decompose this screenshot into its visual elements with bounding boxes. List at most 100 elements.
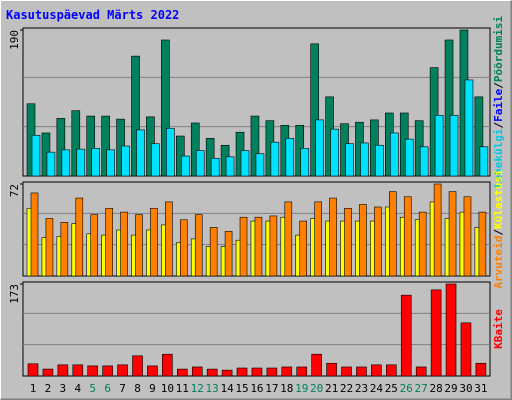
bar [30,192,39,277]
x-tick-label: 21 [325,382,338,395]
right-label: KBaite [492,309,505,349]
bar [475,362,487,377]
bar [224,230,233,277]
bar [45,218,54,277]
bar [389,191,397,277]
x-tick-label: 1 [30,382,37,395]
bar [221,369,233,377]
bar [419,146,429,177]
bar [105,207,113,277]
x-tick-label: 7 [119,382,126,395]
bar [117,364,128,377]
bar [464,79,474,177]
bar [415,366,427,377]
bar [390,132,399,177]
bar [375,144,384,177]
x-tick-label: 15 [235,382,248,395]
x-tick-label: 2 [45,382,52,395]
bar [166,128,175,177]
bar [460,322,472,377]
right-label-part: KBaite [492,309,505,349]
x-tick-label: 24 [370,382,384,395]
bar [86,115,96,177]
bar [194,214,203,277]
bar [136,129,145,177]
right-label-part: Külastusi [492,169,505,229]
bar [310,43,319,177]
bar [430,289,442,377]
bar [329,197,337,277]
bar [121,145,130,177]
bar [120,211,128,277]
bar [209,227,218,277]
y-tick-label: 173 [8,284,21,304]
x-tick-label: 8 [134,382,141,395]
bar [177,368,188,377]
bar [151,143,160,177]
bar [314,201,322,277]
bar [311,353,322,377]
bar [71,110,81,177]
bar [251,367,263,377]
bar [250,115,260,177]
right-label-part: / [492,122,505,129]
bar [463,196,472,277]
bar [345,143,354,177]
x-tick-label: 22 [340,382,353,395]
x-tick-label: 19 [295,382,308,395]
x-tick-label: 31 [474,382,487,395]
x-tick-label: 14 [220,382,234,395]
right-label-part: / [492,82,505,89]
bar [418,211,427,277]
bar [180,219,188,277]
bar [90,214,99,277]
bar [56,118,66,177]
bar [190,122,200,177]
bar [195,150,205,177]
bar [27,363,39,377]
bar [330,128,339,177]
bar [444,39,454,177]
x-tick-label: 27 [415,382,428,395]
bar [269,215,278,277]
x-tick-label: 25 [385,382,398,395]
right-label-part: Lehekülgi [492,128,505,188]
bar [374,206,382,277]
bar [433,183,442,277]
bar [75,197,84,277]
bar [341,366,352,377]
x-tick-label: 10 [161,382,174,395]
bar [449,114,459,177]
bar [400,294,412,377]
bar [371,364,382,377]
x-tick-label: 13 [206,382,219,395]
bar [359,204,367,277]
bar [285,138,295,177]
bar [403,196,412,277]
chart-title: Kasutuspäevad Märts 2022 [6,8,179,22]
x-tick-label: 23 [355,382,368,395]
bar [326,362,337,377]
x-tick-label: 28 [429,382,442,395]
bar [72,364,84,377]
bar [147,365,158,377]
bar [404,138,414,177]
x-tick-label: 5 [89,382,96,395]
x-tick-label: 16 [250,382,263,395]
x-tick-label: 9 [149,382,156,395]
y-tick-label: 72 [8,184,21,197]
bar [386,364,397,377]
x-tick-label: 20 [310,382,323,395]
bar [106,149,115,177]
bar [270,141,280,177]
bar [42,368,54,377]
bar [150,207,158,277]
bar [356,366,367,377]
bar [87,365,99,377]
bar [91,148,101,177]
bar [240,150,250,177]
y-tick-label: 190 [8,30,21,50]
x-tick-label: 30 [459,382,472,395]
right-label: Lehekülgi/Faile/Pöördumisi [492,16,505,189]
